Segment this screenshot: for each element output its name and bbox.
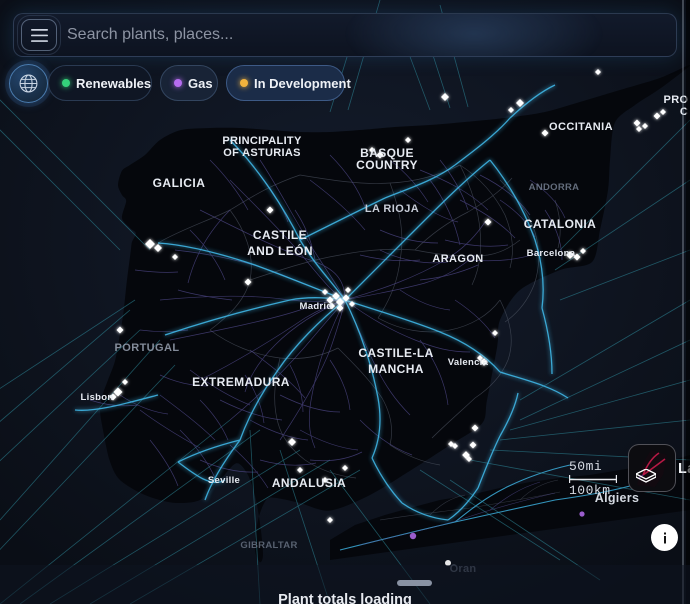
svg-text:EXTREMADURA: EXTREMADURA — [192, 375, 290, 389]
svg-text:ANDORRA: ANDORRA — [529, 182, 580, 193]
svg-text:PRO: PRO — [663, 94, 688, 106]
svg-text:PRINCIPALITY: PRINCIPALITY — [222, 135, 302, 147]
svg-text:MANCHA: MANCHA — [368, 362, 424, 376]
svg-text:LA RIOJA: LA RIOJA — [365, 203, 419, 215]
svg-text:ANDALUSIA: ANDALUSIA — [272, 476, 346, 490]
svg-text:ARAGON: ARAGON — [432, 253, 483, 265]
svg-text:OF ASTURIAS: OF ASTURIAS — [223, 147, 300, 159]
svg-text:OCCITANIA: OCCITANIA — [549, 121, 613, 133]
svg-text:GIBRALTAR: GIBRALTAR — [240, 540, 297, 551]
svg-text:GALICIA: GALICIA — [153, 176, 206, 190]
svg-text:Barcelona: Barcelona — [527, 248, 576, 259]
svg-text:PORTUGAL: PORTUGAL — [115, 342, 180, 354]
svg-text:CASTILE: CASTILE — [253, 228, 307, 242]
svg-text:Seville: Seville — [208, 475, 240, 486]
svg-text:Madrid: Madrid — [300, 301, 333, 312]
svg-text:CATALONIA: CATALONIA — [524, 217, 596, 231]
svg-text:CASTILE-LA: CASTILE-LA — [358, 346, 433, 360]
svg-text:COUNTRY: COUNTRY — [356, 158, 418, 172]
svg-text:Lisbon: Lisbon — [81, 392, 114, 403]
svg-text:Valencia: Valencia — [448, 357, 489, 368]
svg-text:AND LEÓN: AND LEÓN — [247, 243, 313, 258]
